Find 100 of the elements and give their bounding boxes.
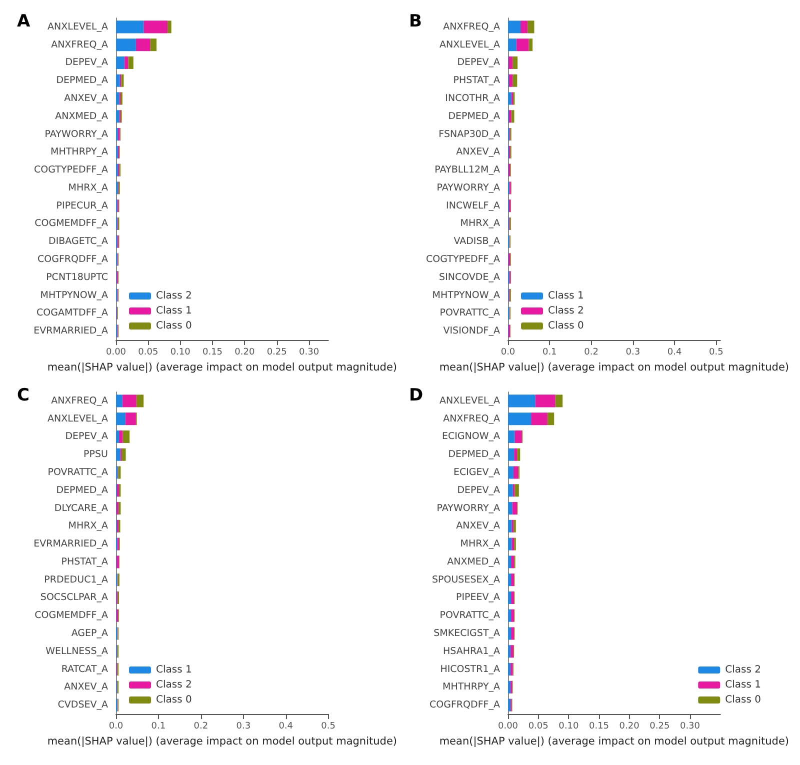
bar bbox=[511, 556, 514, 568]
y-tick-label: DEPEV_A bbox=[65, 57, 108, 68]
x-axis-title: mean(|SHAP value|) (average impact on model output magnitude) bbox=[439, 362, 790, 374]
x-tick-label: 0.00 bbox=[106, 348, 126, 358]
y-tick-label: PAYWORRY_A bbox=[44, 128, 108, 140]
bar bbox=[508, 627, 512, 640]
y-tick-label: SINCOVDE_A bbox=[439, 272, 500, 283]
y-tick-label: EVRMARRIED_A bbox=[34, 538, 108, 550]
legend-label: Class 0 bbox=[548, 320, 584, 332]
bar bbox=[508, 110, 512, 123]
bar bbox=[128, 56, 134, 69]
y-tick-label: DEPMED_A bbox=[56, 484, 108, 496]
legend-label: Class 1 bbox=[156, 306, 192, 316]
y-tick-label: POVRATTC_A bbox=[48, 467, 108, 478]
y-tick-label: ANXEV_A bbox=[64, 682, 108, 693]
chart-title: A bbox=[17, 12, 31, 32]
x-axis-title: mean(|SHAP value|) (average impact on model output magnitude) bbox=[439, 736, 790, 748]
legend-label: Class 2 bbox=[156, 680, 192, 690]
bar bbox=[116, 502, 119, 515]
y-tick-label: VISIONDF_A bbox=[443, 326, 500, 337]
y-tick-label: MHRX_A bbox=[460, 538, 500, 550]
y-tick-label: SOCSCLPAR_A bbox=[40, 592, 108, 604]
y-tick-label: DEPEV_A bbox=[457, 57, 500, 68]
x-tick-label: 0.1 bbox=[151, 722, 166, 732]
bar bbox=[136, 394, 144, 408]
y-tick-label: COGFRQDFF_A bbox=[429, 700, 500, 711]
bar bbox=[116, 92, 120, 105]
x-tick-label: 0.25 bbox=[650, 722, 670, 732]
bar bbox=[508, 92, 512, 105]
x-tick-label: 0.10 bbox=[558, 722, 579, 732]
bar bbox=[508, 502, 512, 515]
bar bbox=[121, 74, 124, 87]
y-tick-label: MHRX_A bbox=[68, 182, 108, 194]
y-tick-label: COGAMTDFF_A bbox=[36, 308, 108, 319]
legend-label: Class 2 bbox=[156, 290, 192, 302]
legend-label: Class 0 bbox=[725, 694, 762, 706]
chart-title: B bbox=[409, 12, 422, 32]
y-tick-label: COGMEMDFF_A bbox=[34, 218, 108, 230]
bar bbox=[516, 38, 529, 52]
y-tick-label: DEPMED_A bbox=[448, 110, 500, 122]
bar bbox=[511, 609, 514, 622]
y-tick-label: MHTPYNOW_A bbox=[432, 290, 500, 301]
y-tick-label: ANXFREQ_A bbox=[51, 39, 108, 50]
x-tick-label: 0.15 bbox=[588, 722, 610, 732]
x-tick-label: 0.1 bbox=[542, 348, 557, 358]
bar bbox=[136, 38, 150, 52]
y-tick-label: DEPMED_A bbox=[56, 75, 108, 86]
bar bbox=[508, 20, 520, 34]
bar bbox=[508, 574, 512, 586]
bar bbox=[144, 20, 168, 34]
bar bbox=[511, 627, 514, 640]
chart-title: C bbox=[17, 386, 30, 406]
x-tick-label: 0.3 bbox=[236, 722, 251, 732]
y-tick-label: WELLNESS_A bbox=[46, 646, 108, 657]
x-axis-title: mean(|SHAP value|) (average impact on model output magnitude) bbox=[47, 362, 398, 374]
y-tick-label: FSNAP30D_A bbox=[438, 128, 500, 140]
bar bbox=[508, 394, 536, 408]
bar bbox=[116, 110, 120, 123]
y-tick-label: COGFRQDFF_A bbox=[37, 254, 108, 265]
y-tick-label: PHSTAT_A bbox=[453, 75, 500, 86]
y-tick-label: ANXFREQ_A bbox=[443, 413, 500, 424]
y-tick-label: SPOUSESEX_A bbox=[432, 574, 500, 586]
bar bbox=[513, 520, 516, 532]
x-tick-label: 0.2 bbox=[194, 722, 208, 732]
y-tick-label: INCWELF_A bbox=[446, 200, 500, 212]
x-tick-label: 0.20 bbox=[234, 348, 255, 358]
bar bbox=[116, 38, 136, 52]
y-tick-label: ANXMED_A bbox=[447, 556, 500, 568]
bar bbox=[510, 645, 514, 658]
bar bbox=[508, 38, 516, 52]
bar bbox=[508, 56, 513, 69]
x-tick-label: 0.4 bbox=[667, 348, 682, 358]
y-tick-label: ANXLEVEL_A bbox=[440, 39, 500, 50]
legend-label: Class 1 bbox=[725, 680, 762, 690]
bar bbox=[508, 412, 532, 426]
y-tick-label: MHRX_A bbox=[460, 218, 500, 230]
bar bbox=[555, 394, 563, 408]
y-tick-label: MHTHRPY_A bbox=[50, 146, 108, 158]
y-tick-label: ANXMED_A bbox=[55, 110, 108, 122]
bar bbox=[514, 430, 522, 443]
bar bbox=[511, 574, 514, 586]
y-tick-label: ANXFREQ_A bbox=[443, 21, 500, 32]
y-tick-label: COGTYPEDFF_A bbox=[34, 164, 108, 176]
bar bbox=[508, 74, 513, 87]
bar bbox=[512, 502, 518, 515]
bar bbox=[508, 430, 515, 443]
y-tick-label: DLYCARE_A bbox=[54, 502, 108, 514]
y-tick-label: ANXEV_A bbox=[456, 146, 500, 158]
bar bbox=[116, 74, 120, 87]
bar bbox=[150, 38, 157, 52]
y-tick-label: ECIGNOW_A bbox=[442, 431, 500, 442]
y-tick-label: POVRATTC_A bbox=[440, 308, 500, 319]
bar bbox=[508, 520, 512, 532]
x-tick-label: 0.0 bbox=[108, 722, 124, 732]
y-tick-label: MHTHRPY_A bbox=[442, 682, 500, 693]
y-tick-label: ANXFREQ_A bbox=[51, 395, 108, 406]
bar bbox=[531, 412, 548, 426]
x-tick-label: 0.20 bbox=[619, 722, 640, 732]
y-tick-label: INCOTHR_A bbox=[445, 93, 500, 104]
bar bbox=[116, 394, 122, 408]
